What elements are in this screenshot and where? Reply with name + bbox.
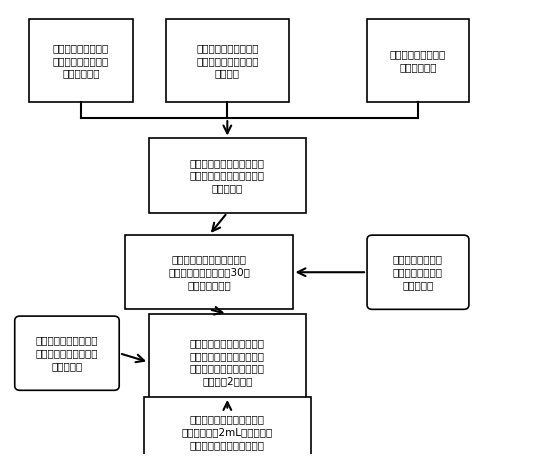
Bar (367, 19, 469, 102)
Bar (29, 19, 133, 102)
Bar (125, 235, 293, 309)
Bar (144, 397, 311, 459)
Text: 考察与家族相关历
史建筑、宗祠等家
族建筑物。: 考察与家族相关历 史建筑、宗祠等家 族建筑物。 (393, 254, 443, 290)
Text: 实地核实，选择具有详细家
谱且家谱记载世代超过30以
上的姓氏家族。: 实地核实，选择具有详细家 谱且家谱记载世代超过30以 上的姓氏家族。 (168, 254, 250, 290)
FancyBboxPatch shape (15, 316, 119, 390)
Bar (166, 19, 289, 102)
Text: 家族样本采集，唾液采集器
采集唾液样本2mL，并记录好
各组成员之间的血缘关系。: 家族样本采集，唾液采集器 采集唾液样本2mL，并记录好 各组成员之间的血缘关系。 (182, 414, 273, 450)
Text: 图书馆等数据库中家
谱资料核查。: 图书馆等数据库中家 谱资料核查。 (390, 50, 446, 72)
Text: 根据家谱记载，选择家族中
具有明确亲缘关系的男性成
员代表该家族。选择五组成
员，每组2个人，: 根据家谱记载，选择家族中 具有明确亲缘关系的男性成 员代表该家族。选择五组成 员… (190, 338, 265, 386)
Bar (149, 139, 305, 213)
Text: 姓氏研究学者、专家
指导。姓氏研究论文
及著作里资料: 姓氏研究学者、专家 指导。姓氏研究论文 及著作里资料 (53, 43, 109, 78)
Text: 每组内两个成员是五服
内亲缘，每组间成员是
五服外亲缘: 每组内两个成员是五服 内亲缘，每组间成员是 五服外亲缘 (36, 336, 98, 371)
Text: 三方信息核查，确保资料准
确性。选择符合技术要求的
姓氏家族。: 三方信息核查，确保资料准 确性。选择符合技术要求的 姓氏家族。 (190, 158, 265, 193)
FancyBboxPatch shape (367, 235, 469, 309)
Bar (149, 314, 305, 410)
Text: 联系姓氏家族宗亲会负
责人，了解族谱及家族
历史资料: 联系姓氏家族宗亲会负 责人，了解族谱及家族 历史资料 (196, 43, 259, 78)
